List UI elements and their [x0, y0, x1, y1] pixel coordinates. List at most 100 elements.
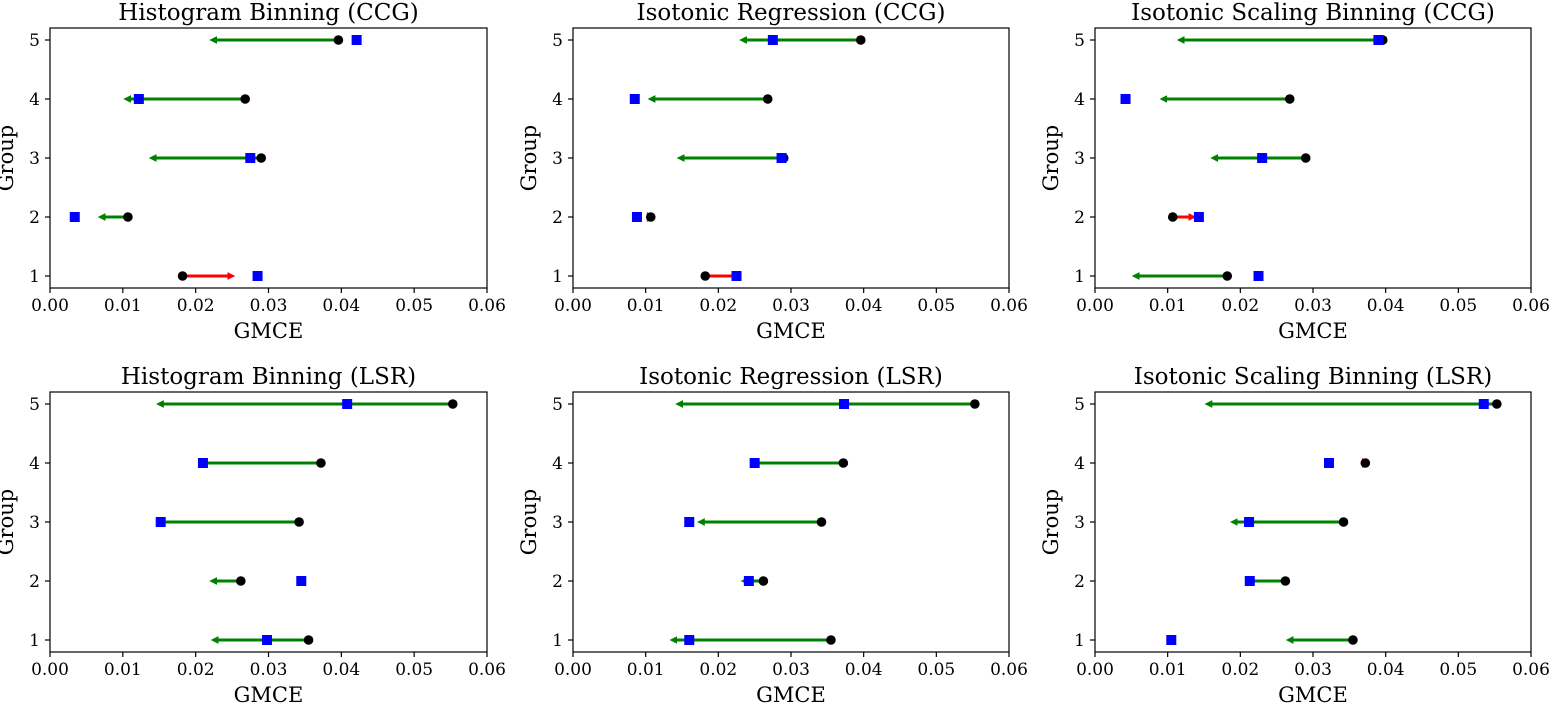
x-tick-label: 0.04 [1367, 296, 1405, 316]
chart-title: Isotonic Regression (CCG) [637, 0, 946, 26]
y-axis-label: Group [1039, 125, 1063, 191]
x-tick-label: 0.06 [1512, 296, 1550, 316]
start-point [1338, 517, 1349, 527]
start-point [294, 517, 304, 527]
chart-panel-5: Isotonic Regression (LSR) 0.00 0.01 0.02 0.0… [517, 364, 1028, 706]
target-square [839, 399, 850, 409]
target-square [262, 635, 273, 645]
target-square [1257, 153, 1268, 163]
y-tick-label: 5 [552, 395, 563, 415]
x-tick-label: 0.00 [554, 660, 592, 680]
target-square [1244, 576, 1255, 586]
x-tick-label: 0.06 [1512, 660, 1550, 680]
x-tick-label: 0.04 [322, 660, 360, 680]
x-tick-label: 0.04 [845, 660, 883, 680]
start-point [316, 458, 326, 468]
start-point [645, 212, 656, 222]
y-tick-label: 1 [1074, 267, 1085, 287]
y-tick-label: 3 [29, 149, 40, 169]
y-tick-label: 4 [29, 90, 40, 110]
x-tick-label: 0.05 [395, 660, 433, 680]
chart-panel-2: Isotonic Regression (CCG) 0.00 0.01 0.02 0.0… [517, 0, 1028, 343]
target-square [1323, 458, 1334, 468]
start-point [816, 517, 827, 527]
start-point [1360, 458, 1371, 468]
x-tick-label: 0.00 [554, 296, 592, 316]
start-point [333, 35, 344, 45]
y-tick-label: 5 [1074, 395, 1085, 415]
start-point [758, 576, 769, 586]
axes-frame [49, 391, 488, 653]
x-tick-label: 0.02 [177, 660, 215, 680]
y-tick-label: 3 [552, 149, 563, 169]
x-tick-label: 0.05 [395, 296, 433, 316]
y-tick-label: 3 [29, 513, 40, 533]
y-tick-label: 5 [29, 31, 40, 51]
x-tick-label: 0.01 [627, 296, 665, 316]
start-point [1284, 94, 1295, 104]
x-tick-label: 0.06 [990, 660, 1028, 680]
target-square [1253, 271, 1264, 281]
x-tick-label: 0.02 [1221, 296, 1259, 316]
x-tick-label: 0.02 [177, 296, 215, 316]
target-square [749, 458, 760, 468]
y-tick-label: 2 [552, 208, 563, 228]
axes-frame [572, 27, 1010, 289]
start-point [1492, 399, 1502, 409]
y-tick-label: 4 [552, 454, 563, 474]
target-square [731, 271, 742, 281]
y-tick-label: 1 [552, 631, 563, 651]
x-tick-label: 0.03 [772, 660, 810, 680]
target-square [1193, 212, 1204, 222]
y-axis-label: Group [0, 489, 18, 555]
start-point [1348, 635, 1358, 645]
x-tick-label: 0.06 [468, 660, 506, 680]
chart-title: Histogram Binning (CCG) [118, 0, 418, 26]
target-square [1244, 517, 1255, 527]
x-tick-label: 0.04 [322, 296, 360, 316]
axes-frame [1094, 27, 1532, 289]
y-axis-label: Group [0, 125, 18, 191]
x-tick-label: 0.00 [1076, 660, 1114, 680]
chart-title: Isotonic Scaling Binning (CCG) [1131, 0, 1495, 26]
x-tick-label: 0.00 [31, 296, 69, 316]
chart-panel-3: Isotonic Scaling Binning (CCG) 0.00 0.01 0.… [1039, 0, 1550, 343]
y-tick-label: 4 [1074, 454, 1085, 474]
target-square [351, 35, 362, 45]
target-square [684, 517, 695, 527]
start-point [1167, 212, 1178, 222]
chart-panel-6: Isotonic Scaling Binning (LSR) 0.00 0.01 0.… [1039, 364, 1550, 706]
target-square [245, 153, 256, 163]
target-square [252, 271, 263, 281]
y-tick-label: 2 [1074, 572, 1085, 592]
x-tick-label: 0.01 [627, 660, 665, 680]
x-tick-label: 0.05 [1439, 296, 1477, 316]
target-square [342, 399, 353, 409]
x-axis-label: GMCE [756, 319, 826, 343]
target-square [296, 576, 307, 586]
start-point [1280, 576, 1291, 586]
target-square [155, 517, 166, 527]
x-tick-label: 0.06 [990, 296, 1028, 316]
x-tick-label: 0.04 [845, 296, 883, 316]
chart-title: Isotonic Scaling Binning (LSR) [1134, 364, 1492, 390]
target-square [69, 212, 80, 222]
x-tick-label: 0.03 [250, 660, 288, 680]
start-point [240, 94, 250, 104]
chart-panel-4: Histogram Binning (LSR) 0.00 0.01 0.02 0.03 0… [0, 364, 506, 706]
y-axis-label: Group [517, 125, 541, 191]
x-tick-label: 0.02 [699, 296, 737, 316]
target-square [197, 458, 208, 468]
target-square [133, 94, 144, 104]
x-tick-label: 0.05 [917, 296, 955, 316]
y-tick-label: 2 [1074, 208, 1085, 228]
start-point [447, 399, 458, 409]
x-tick-label: 0.04 [1367, 660, 1405, 680]
x-tick-label: 0.02 [1221, 660, 1259, 680]
y-axis-label: Group [517, 489, 541, 555]
start-point [1222, 271, 1233, 281]
target-square [1373, 35, 1384, 45]
x-tick-label: 0.01 [1149, 660, 1187, 680]
start-point [177, 271, 188, 281]
x-tick-label: 0.00 [31, 660, 69, 680]
